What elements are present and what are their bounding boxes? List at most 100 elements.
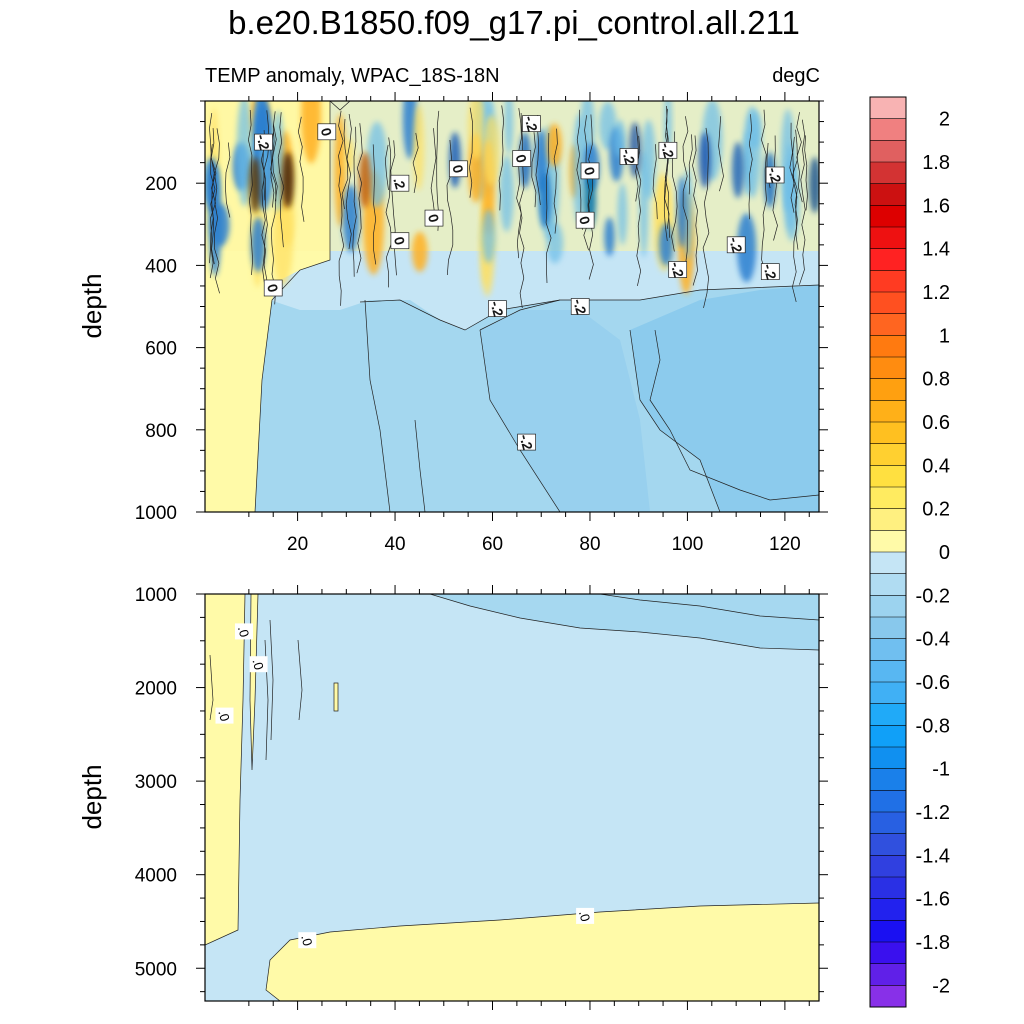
contour-line [688, 134, 693, 195]
contour-line [390, 140, 397, 276]
contour-label: -.2 [760, 262, 780, 281]
contour-line [649, 329, 819, 501]
svg-text:.0: .0 [298, 933, 315, 947]
colorbar-swatch [870, 942, 906, 964]
contour-line [553, 128, 558, 234]
anomaly-blob [617, 183, 628, 245]
svg-text:.2: .2 [391, 176, 408, 190]
anomaly-blob [412, 231, 428, 272]
colorbar-swatch [870, 963, 906, 986]
svg-text:-.2: -.2 [765, 166, 783, 185]
svg-text:-.2: -.2 [761, 262, 779, 281]
upper-zone-deeper-blue-2 [480, 310, 650, 512]
contour-line [270, 124, 277, 305]
colorbar-swatch [870, 378, 906, 401]
colorbar-swatch [870, 205, 906, 228]
contour-label: -.2 [570, 297, 590, 316]
contour-label: .0 [215, 707, 234, 724]
colorbar-swatch [870, 227, 906, 249]
contour-line [545, 132, 552, 284]
anomaly-blob [743, 131, 752, 196]
anomaly-core [539, 172, 551, 228]
anomaly-blob [504, 101, 514, 155]
colorbar-swatch [870, 313, 906, 336]
colorbar-swatch [870, 508, 906, 531]
anomaly-blob [342, 184, 360, 253]
anomaly-core [449, 132, 461, 188]
contour-line [277, 112, 285, 248]
colorbar-swatch [870, 682, 906, 704]
contour-line [479, 329, 561, 512]
contour-label: .0 [249, 656, 268, 673]
colorbar-swatch [870, 487, 906, 509]
anomaly-blob [546, 222, 564, 264]
contour-line [576, 109, 583, 230]
anomaly-blob [604, 217, 615, 257]
colorbar-swatch [870, 140, 906, 163]
y-tick-label: 2000 [135, 679, 177, 700]
contour-line [262, 134, 268, 285]
contour-line [588, 114, 594, 280]
colorbar-label: 0.4 [922, 455, 950, 477]
anomaly-blob [366, 121, 388, 208]
colorbar-label: -0.6 [916, 672, 950, 694]
contour-label: -.2 [619, 147, 639, 166]
colorbar-label: -1.2 [916, 802, 950, 824]
contour-line [516, 108, 522, 259]
contour-label: .0 [576, 907, 595, 924]
anomaly-core [359, 152, 371, 208]
subtitle-left: TEMP anomaly, WPAC_18S-18N [205, 65, 500, 87]
contour-label: 0 [263, 279, 283, 297]
colorbar-label: 1.2 [922, 282, 950, 304]
contour-label: -.2 [517, 433, 536, 452]
colorbar-swatch [870, 877, 906, 899]
colorbar-label: -0.8 [916, 715, 950, 737]
y-tick-label: 4000 [135, 866, 177, 887]
svg-text:.0: .0 [249, 657, 266, 671]
contour-line [531, 132, 537, 208]
contour-line [209, 113, 215, 264]
anomaly-blob [547, 123, 562, 167]
colorbar-swatch [870, 617, 906, 639]
colorbar-swatch [870, 552, 906, 574]
anomaly-blob [413, 104, 425, 191]
contour-line [772, 135, 778, 241]
colorbar-swatch [870, 660, 906, 683]
contour-line [297, 116, 305, 222]
svg-text:.0: .0 [235, 624, 252, 638]
colorbar-swatch [870, 855, 906, 878]
anomaly-blob [483, 114, 500, 186]
contour-line [329, 101, 351, 111]
contour-line [341, 118, 349, 210]
contour-label: -.2 [487, 299, 507, 318]
anomaly-blob [481, 209, 496, 264]
colorbar-swatch [870, 422, 906, 444]
colorbar-swatch [870, 400, 906, 423]
colorbar-swatch [870, 812, 906, 834]
x-tick-label: 60 [482, 534, 503, 555]
upper-y-axis-label: depth [77, 273, 107, 338]
contour-line [664, 108, 670, 229]
y-tick-label: 1000 [135, 503, 177, 524]
svg-text:0: 0 [581, 166, 597, 177]
anomaly-blob [677, 175, 687, 249]
colorbar-swatch [870, 443, 906, 466]
contour-line [498, 105, 505, 211]
upper-contour-lines: -.2 0 -.2 0 0 .2 0 0 0 -.2 -.2 -.2 0 -.2 -.2 -.2 0 -.2 -.2… [209, 101, 819, 512]
x-tick-label: 80 [579, 534, 600, 555]
upper-zone-deeper-blue [630, 285, 819, 512]
colorbar-label: 0 [939, 542, 950, 564]
lower-axes: 1000 2000 3000 4000 5000 [135, 585, 828, 1010]
colorbar-swatch [870, 790, 906, 813]
contour-line [248, 109, 253, 276]
anomaly-blob [641, 119, 656, 200]
colorbar-label: -1.8 [916, 932, 950, 954]
contour-line [214, 128, 220, 294]
contour-line [792, 136, 798, 302]
contour-label: -.2 [658, 141, 678, 160]
anomaly-blob [344, 138, 355, 175]
colorbar-swatch [870, 97, 906, 119]
colorbar-swatch [870, 357, 906, 379]
colorbar-frame [869, 96, 907, 1008]
colorbar-label: 1 [939, 325, 950, 347]
